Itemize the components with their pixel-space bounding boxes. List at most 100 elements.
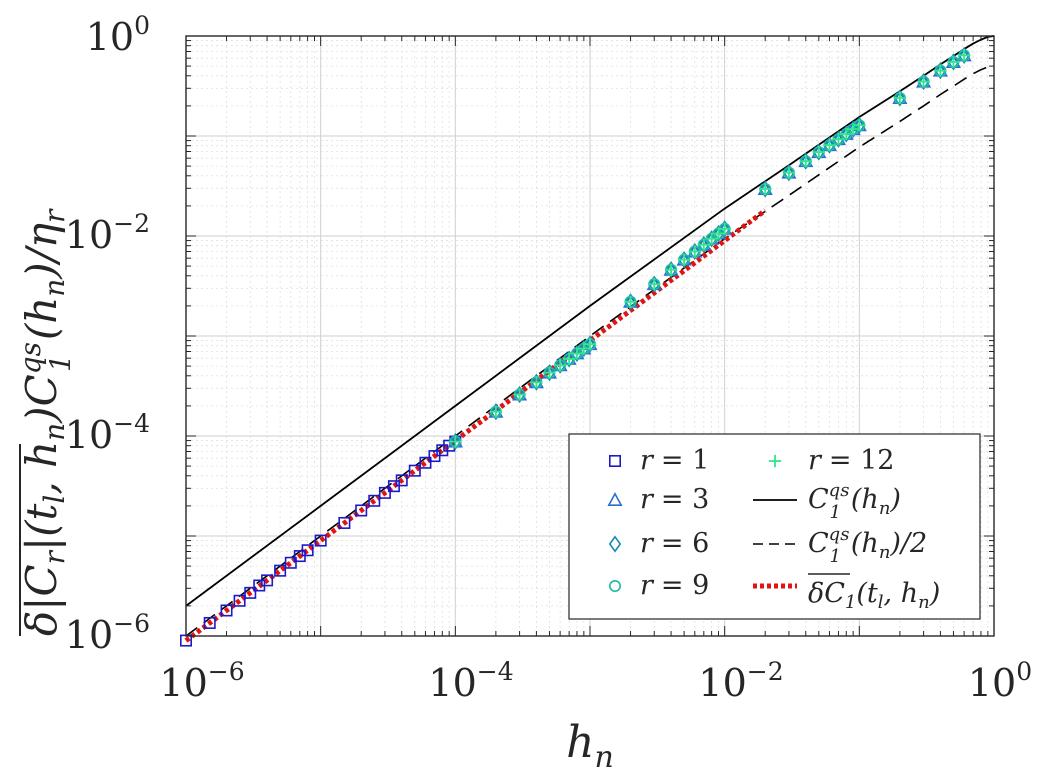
marker-r1 [220,604,233,617]
marker-r6 [577,339,591,358]
axis-ticks [185,36,994,637]
curve-c1qs [185,35,995,607]
marker-r1 [314,534,327,547]
marker-r12 [705,232,718,245]
marker-r12 [664,263,678,276]
marker-r1 [233,594,246,607]
marker-r6 [648,275,661,293]
marker-r12 [648,277,661,291]
marker-r12 [624,295,637,308]
marker-r1 [395,474,408,487]
marker-r12 [543,366,556,379]
x-tick-label: 10−2 [698,657,783,705]
marker-r6 [664,261,678,279]
y-tick-label: 10−4 [65,409,150,457]
marker-r12 [513,388,526,401]
marker-r12 [853,119,866,132]
marker-r12 [947,55,960,69]
marker-r6 [812,143,825,161]
marker-r6 [934,62,947,80]
marker-r12 [489,405,503,418]
marker-r12 [917,75,930,88]
marker-r6 [759,180,772,198]
legend-label-c1qs-half: Cqs 1 (hn)/2 [808,524,927,567]
marker-r12 [449,435,462,448]
legend-marker [608,454,621,467]
marker-r1 [274,564,287,577]
marker-r1 [408,464,421,477]
marker-r1 [301,544,314,557]
x-tick-label: 10−4 [428,657,513,705]
marker-r12 [840,127,853,141]
marker-r12 [957,49,971,62]
marker-r12 [562,352,576,366]
legend-marker [608,579,621,592]
y-tick-label: 10−6 [65,609,150,657]
marker-r12 [677,253,691,266]
legend-marker [608,535,622,553]
marker-r6 [893,89,907,107]
curve-c1qs-half [185,65,995,637]
marker-r6 [583,335,597,353]
marker-r6 [513,385,526,404]
x-axis-label: hn [566,717,614,770]
marker-r6 [543,364,556,382]
legend-label: r = 12 [808,445,894,476]
marker-r12 [688,245,701,258]
legend: r = 1 r = 12 r = 3 r = 6 r = 9 Cqs 1 (hn) Cqs 1(… [568,433,981,620]
legend-markers [607,454,797,592]
marker-r12 [823,138,836,152]
marker-r6 [853,116,866,134]
marker-r12 [553,359,567,372]
marker-r6 [449,432,462,451]
marker-r1 [203,616,216,629]
marker-r12 [893,91,907,105]
marker-r6 [688,242,701,261]
marker-r12 [530,376,543,389]
marker-r6 [677,251,691,269]
data-markers [180,46,972,647]
marker-r12 [697,238,711,251]
marker-r1 [244,586,257,599]
legend-label: r = 3 [640,484,709,515]
marker-r6 [846,120,860,138]
marker-r1 [368,494,381,507]
marker-r12 [799,154,812,168]
legend-label: r = 6 [640,528,709,559]
marker-r6 [957,46,971,64]
legend-label: r = 9 [640,570,709,601]
marker-r1 [378,486,391,499]
marker-r6 [799,152,812,170]
legend-label: r = 1 [640,445,709,476]
marker-r6 [823,136,836,154]
marker-r12 [934,64,947,77]
marker-r1 [338,516,351,529]
marker-r12 [570,347,584,360]
marker-r1 [355,504,368,517]
marker-r12 [718,222,731,236]
marker-r1 [284,556,297,569]
marker-r6 [718,220,731,238]
marker-r12 [812,145,825,159]
y-tick-label: 10−2 [65,209,150,257]
marker-r6 [530,373,543,391]
x-tick-label: 100 [968,657,1032,705]
marker-r6 [553,356,567,374]
marker-r6 [489,403,503,421]
legend-marker [768,454,782,468]
marker-r12 [782,166,796,179]
marker-r6 [624,293,637,311]
x-tick-label: 10−6 [159,657,244,705]
marker-r6 [947,53,960,71]
marker-r6 [782,164,796,182]
y-tick-label: 100 [86,11,150,59]
marker-r12 [832,132,845,146]
marker-r1 [443,439,456,452]
curves [184,35,995,643]
marker-r6 [917,73,930,91]
marker-r1 [261,574,274,587]
marker-r12 [759,182,772,196]
marker-r12 [583,337,597,351]
